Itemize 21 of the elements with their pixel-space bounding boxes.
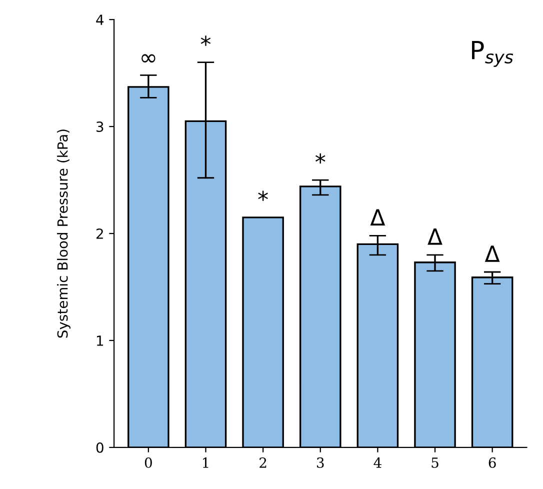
x-tick-label: 2 xyxy=(260,457,266,468)
annotation: Δ xyxy=(484,246,500,262)
x-tick-label: 4 xyxy=(374,457,382,468)
x-tick-label: 5 xyxy=(432,458,438,468)
annotation: * xyxy=(258,190,268,201)
x-tick-label: 0 xyxy=(144,457,152,468)
annotation: * xyxy=(315,153,326,164)
y-axis-title: Systemic Blood Pressure (kPa) xyxy=(57,130,70,338)
y-tick-label: 0 xyxy=(96,442,104,453)
annotation: Δ xyxy=(428,228,442,245)
y-tick-label: 4 xyxy=(96,14,104,25)
x-tick-label: 3 xyxy=(317,457,324,468)
x-tick-label: 6 xyxy=(488,457,496,468)
annotation: * xyxy=(200,36,211,46)
annotation: ∞ xyxy=(142,54,156,63)
x-tick-label: 1 xyxy=(203,457,208,468)
annotation: P$_{sys}$ xyxy=(472,40,514,67)
y-tick-label: 1 xyxy=(96,336,104,346)
y-tick-label: 3 xyxy=(96,121,104,132)
annotation: Δ xyxy=(370,209,386,226)
y-tick-label: 2 xyxy=(96,228,103,239)
